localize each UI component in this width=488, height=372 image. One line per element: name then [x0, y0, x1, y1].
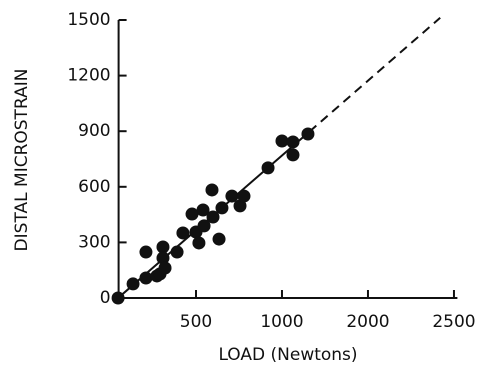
point	[170, 245, 184, 259]
point	[301, 127, 315, 141]
point	[139, 271, 153, 285]
point	[225, 189, 239, 203]
point	[206, 210, 220, 224]
x-tick-label: 2500	[432, 312, 475, 332]
y-axis-label: DISTAL MICROSTRAIN	[12, 69, 32, 252]
point	[156, 240, 170, 254]
y-tick-label: 1200	[67, 66, 110, 86]
x-axis-label: LOAD (Newtons)	[218, 345, 357, 365]
x-tick-label: 500	[180, 312, 212, 332]
point	[156, 251, 170, 265]
point	[275, 134, 289, 148]
point	[158, 261, 172, 275]
point	[139, 245, 153, 259]
point	[261, 161, 275, 175]
point	[212, 232, 226, 246]
point	[197, 219, 211, 233]
point	[196, 203, 210, 217]
point	[176, 226, 190, 240]
y-tick-label: 600	[78, 177, 110, 197]
point	[205, 183, 219, 197]
point	[286, 148, 300, 162]
y-tick-label: 1500	[67, 10, 110, 30]
x-tick-label: 2000	[346, 312, 389, 332]
y-tick-label: 900	[78, 121, 110, 141]
x-tick-label: 1000	[260, 312, 303, 332]
point	[126, 277, 140, 291]
y-tick-label: 0	[100, 288, 111, 308]
point	[111, 291, 125, 305]
point	[237, 189, 251, 203]
point	[215, 201, 229, 215]
y-tick-label: 300	[78, 232, 110, 252]
point	[233, 199, 247, 213]
point	[192, 236, 206, 250]
point	[286, 135, 300, 149]
point	[185, 207, 199, 221]
fit-line	[308, 17, 441, 133]
